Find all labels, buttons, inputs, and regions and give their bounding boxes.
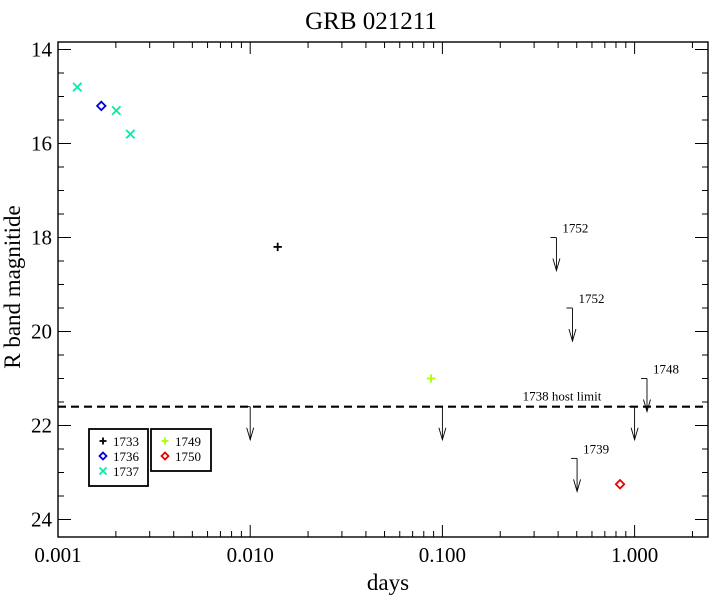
y-axis: 14 16 18 20 22 24: [31, 38, 708, 532]
y-tick-label: 14: [31, 38, 53, 62]
data-point-1737: [125, 129, 136, 139]
upper-limit-arrow: [436, 406, 447, 442]
chart-title: GRB 021211: [305, 8, 437, 35]
legend-marker-1749: [161, 437, 169, 445]
upper-limit-label: 1748: [653, 362, 679, 377]
y-tick-label: 24: [31, 508, 53, 532]
upper-limit-label: 1739: [583, 441, 609, 456]
y-tick-label: 18: [31, 226, 52, 250]
host-limit-label: 1738 host limit: [523, 389, 602, 404]
upper-limit-arrow: [640, 378, 651, 414]
y-tick-label: 22: [31, 414, 52, 438]
data-point-1736: [95, 100, 107, 112]
data-point-1737: [72, 82, 83, 92]
upper-limits-group: 1752 1752 1748 1739: [244, 221, 679, 494]
upper-limit-arrow: [550, 237, 561, 273]
x-tick-label: 0.010: [227, 543, 274, 567]
y-axis-label: R band magnitide: [0, 205, 25, 369]
data-point-1737: [111, 105, 122, 116]
data-point-1749: [426, 374, 436, 383]
y-tick-label: 20: [31, 320, 52, 344]
reference-line-group: 1738 host limit: [58, 389, 708, 408]
upper-limit-label: 1752: [562, 221, 588, 236]
legend-marker-1737: [98, 466, 108, 476]
plot-border: [57, 41, 709, 538]
x-tick-label: 0.001: [34, 543, 81, 567]
data-point-1750: [614, 478, 626, 490]
plot-frame: [57, 41, 709, 538]
legend-box: [150, 428, 212, 472]
legend-label: 1733: [113, 434, 139, 449]
data-points-group: [72, 82, 626, 490]
x-axis: 0.001 0.010 0.100 1.000: [34, 42, 693, 567]
legend-label: 1737: [113, 464, 140, 479]
upper-limit-label: 1752: [578, 291, 604, 306]
data-point-1733: [273, 242, 282, 252]
upper-limit-arrow: [566, 307, 577, 343]
legend-box: [88, 428, 149, 487]
y-tick-label: 16: [31, 132, 52, 156]
legend-marker-1750: [160, 451, 170, 461]
x-axis-label: days: [367, 570, 409, 595]
legend-label: 1749: [175, 434, 201, 449]
legend-marker-1736: [98, 451, 108, 461]
upper-limit-arrow: [628, 406, 639, 442]
legend-marker-1733: [99, 437, 107, 445]
x-tick-label: 1.000: [611, 543, 658, 567]
upper-limit-arrow: [571, 457, 582, 494]
legend-label: 1750: [175, 449, 201, 464]
upper-limit-arrow: [244, 406, 255, 442]
legend-label: 1736: [113, 449, 140, 464]
x-tick-label: 0.100: [419, 543, 466, 567]
